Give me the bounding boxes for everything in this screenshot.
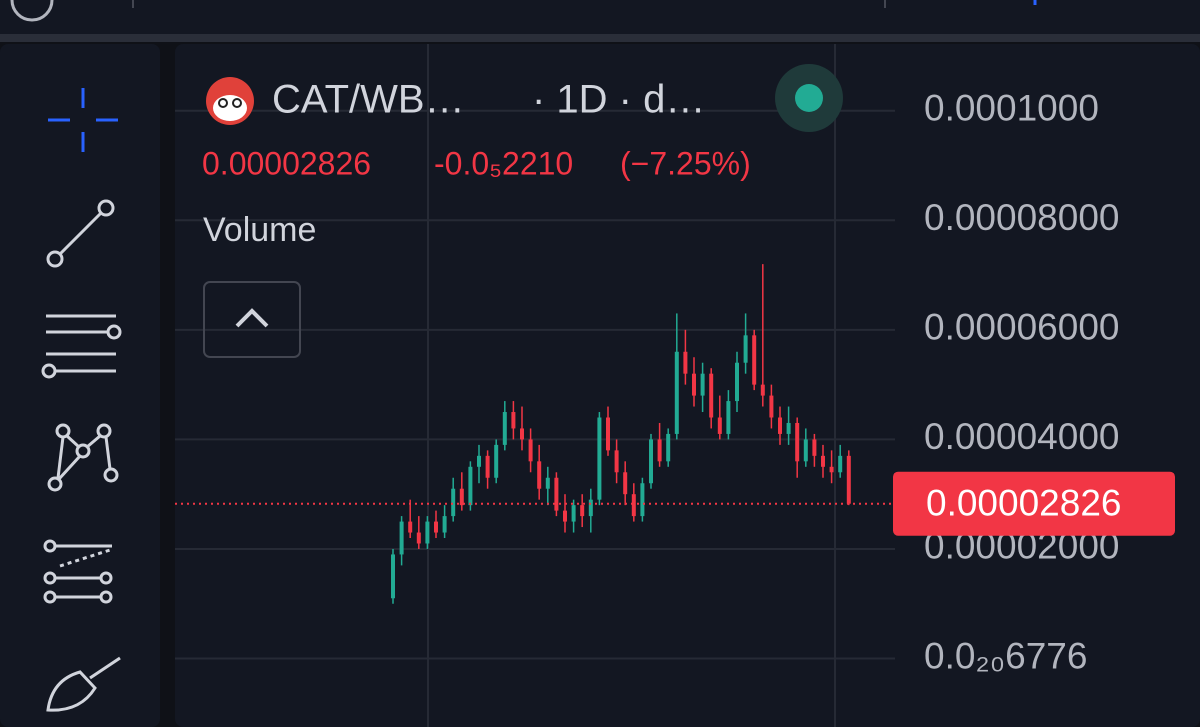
prediction-tool[interactable] (43, 539, 113, 604)
plot (175, 264, 895, 604)
candle-body (494, 444, 499, 478)
candle-body (683, 351, 688, 374)
symbol-logo-eye (232, 98, 242, 108)
symbol-logo-face (213, 95, 247, 121)
last-price-tag (893, 471, 1175, 536)
status-dot (795, 84, 823, 112)
candle-body (554, 477, 559, 511)
candle-body (821, 455, 825, 467)
candle-body (563, 510, 567, 522)
candle-body (459, 488, 464, 506)
candle-body (778, 417, 782, 434)
candle-body (511, 412, 516, 429)
y-tick-label: 0.0001000 (924, 88, 1099, 129)
candle-body (726, 401, 731, 434)
candle-body (769, 395, 774, 418)
candle-body (743, 335, 748, 363)
interval[interactable]: · 1D · d… (532, 78, 705, 122)
last-price-tag-label: 0.00002826 (926, 483, 1121, 524)
candle-body (674, 351, 679, 434)
candle-body (752, 335, 757, 385)
grid (175, 44, 895, 727)
trend-line-tool[interactable] (46, 199, 115, 268)
candle-body (829, 466, 834, 473)
candle-body (451, 488, 456, 517)
candle-body (588, 499, 593, 517)
candle-body (545, 477, 550, 489)
crosshair-tool[interactable] (48, 88, 118, 152)
candle-body (803, 439, 808, 462)
candle-body (649, 439, 653, 484)
pattern-tool[interactable] (47, 423, 119, 492)
price-axis: 0.0001000 0.00008000 0.00006000 0.00004000 0… (893, 88, 1175, 676)
candle-body (666, 433, 671, 462)
y-tick-label: 0.00006000 (924, 307, 1119, 348)
candle-body (786, 422, 791, 434)
candle-body (812, 439, 817, 456)
chevron-icon (235, 308, 269, 328)
candle-body (597, 417, 602, 500)
toolbar (0, 44, 160, 727)
fib-tool[interactable] (41, 314, 122, 379)
candle-body (399, 521, 404, 555)
y-tick-label: 0.00008000 (924, 197, 1119, 238)
candle-body (640, 483, 645, 517)
candle-body (631, 494, 636, 517)
candle-body (709, 373, 714, 418)
candle-body (700, 373, 705, 396)
last-price: 0.00002826 (202, 145, 371, 181)
candle-body (391, 554, 395, 599)
candle-body (838, 455, 843, 473)
candle-body (528, 439, 533, 462)
candle-body (408, 521, 413, 533)
y-tick-label: 0.0₂₀6776 (924, 635, 1087, 676)
candle-body (606, 417, 610, 451)
separator (0, 34, 1200, 42)
candle-body (477, 455, 481, 467)
chart-panel (175, 44, 1200, 727)
candle-body (623, 472, 628, 495)
candle-body (442, 516, 447, 533)
candle-body (846, 455, 851, 504)
candle-body (571, 505, 576, 522)
candle-body (502, 412, 507, 445)
symbol-name[interactable]: CAT/WB… (272, 78, 465, 122)
indicator-name[interactable]: Volume (203, 211, 316, 249)
candle-body (760, 384, 765, 396)
y-tick-label: 0.00004000 (924, 416, 1119, 457)
candle-body (485, 455, 490, 478)
candle-body (425, 521, 430, 544)
candle-body (657, 439, 662, 462)
candle-body (735, 362, 739, 402)
candle-body (520, 428, 524, 440)
top-icon[interactable] (10, 0, 54, 22)
change: -0.0₅2210 (434, 145, 573, 181)
candle-body (614, 450, 619, 473)
symbol-logo-eye (218, 98, 228, 108)
brush-tool[interactable] (46, 656, 121, 712)
candle-body (717, 417, 722, 434)
top-bar (0, 0, 1200, 34)
change-percent: (−7.25%) (620, 145, 751, 181)
candle-body (795, 422, 800, 462)
collapse-button[interactable] (203, 281, 301, 358)
candle-body (416, 532, 421, 544)
candle-body (580, 505, 585, 517)
candle-body (468, 466, 473, 506)
candle-body (692, 373, 696, 396)
candle-body (434, 521, 438, 533)
candle-body (537, 461, 542, 489)
